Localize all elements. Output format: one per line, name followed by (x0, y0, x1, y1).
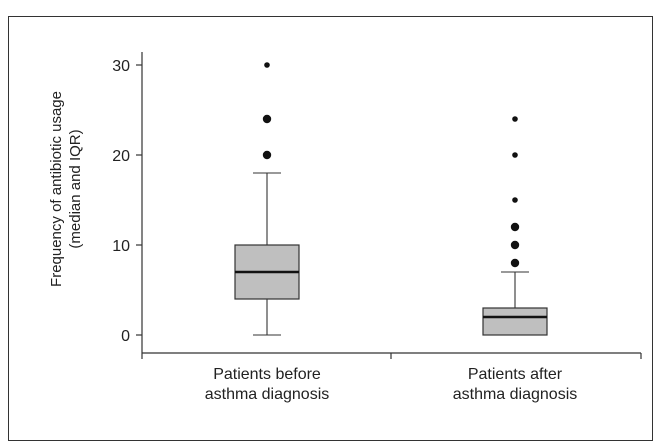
outlier-point (510, 222, 520, 232)
boxplot-chart: 0 10 20 30 Patients before asthma diagnosis Pa… (48, 52, 642, 403)
outlier-point (262, 150, 272, 160)
x-category-label: Patients before (213, 366, 321, 383)
y-axis-title-line-2: (median and IQR) (67, 129, 84, 248)
box-group (234, 62, 300, 336)
y-tick-label: 10 (112, 238, 130, 255)
outlier-point (512, 152, 518, 158)
y-axis-title-line-1: Frequency of antibiotic usage (48, 91, 65, 287)
outlier-point (510, 258, 520, 268)
outlier-point (264, 62, 270, 68)
x-category-label: asthma diagnosis (453, 386, 578, 403)
outlier-point (512, 197, 518, 203)
x-category-label: asthma diagnosis (205, 386, 330, 403)
y-tick-label: 20 (112, 148, 130, 165)
x-category-label: Patients after (468, 366, 563, 383)
axes: 0 10 20 30 Patients before asthma diagnosis Pa… (112, 52, 642, 403)
box-group (482, 116, 548, 336)
chart-frame: 0 10 20 30 Patients before asthma diagnosis Pa… (8, 16, 653, 441)
outlier-point (512, 116, 518, 122)
outlier-point (510, 240, 520, 250)
y-tick-label: 30 (112, 58, 130, 75)
outlier-point (262, 114, 272, 124)
y-tick-label: 0 (121, 328, 130, 345)
boxes (234, 62, 548, 336)
iqr-box (482, 307, 548, 336)
